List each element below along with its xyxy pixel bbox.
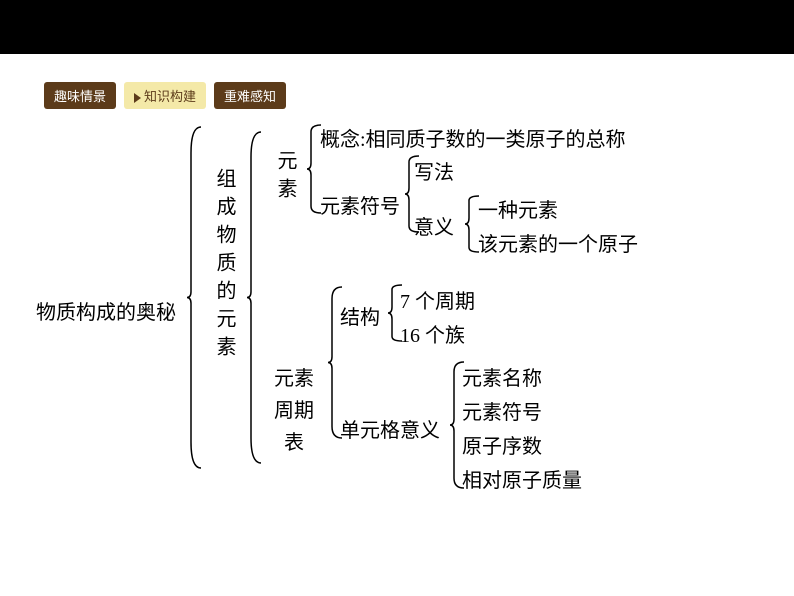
node-c1: 元素名称 [462,364,542,394]
node-struct: 结构 [340,303,380,333]
tab-row: 趣味情景 知识构建 重难感知 [44,82,286,109]
tab-knowledge[interactable]: 知识构建 [124,82,206,109]
node-ptable: 元素周期表 [270,363,318,459]
node-s1: 7 个周期 [400,287,475,317]
chevron-right-icon [134,93,141,103]
node-c4: 相对原子质量 [462,466,582,496]
node-m2: 该元素的一个原子 [478,230,638,260]
node-c3: 原子序数 [462,432,542,462]
brace-1 [247,130,265,465]
node-writing: 写法 [414,158,454,188]
tab-difficulty[interactable]: 重难感知 [214,82,286,109]
node-c2: 元素符号 [462,398,542,428]
tab-knowledge-label: 知识构建 [144,89,196,104]
node-elem: 元素 [270,150,300,206]
node-concept: 概念:相同质子数的一类原子的总称 [320,125,626,155]
node-cellm: 单元格意义 [340,416,440,446]
node-m1: 一种元素 [478,196,558,226]
top-bar [0,0,794,54]
brace-0 [187,125,205,470]
node-symbol: 元素符号 [320,192,400,222]
node-root: 物质构成的奥秘 [36,298,176,328]
node-s2: 16 个族 [400,321,465,351]
node-meaning: 意义 [414,213,454,243]
tab-fun[interactable]: 趣味情景 [44,82,116,109]
node-comp: 组成物质的元素 [209,168,239,364]
